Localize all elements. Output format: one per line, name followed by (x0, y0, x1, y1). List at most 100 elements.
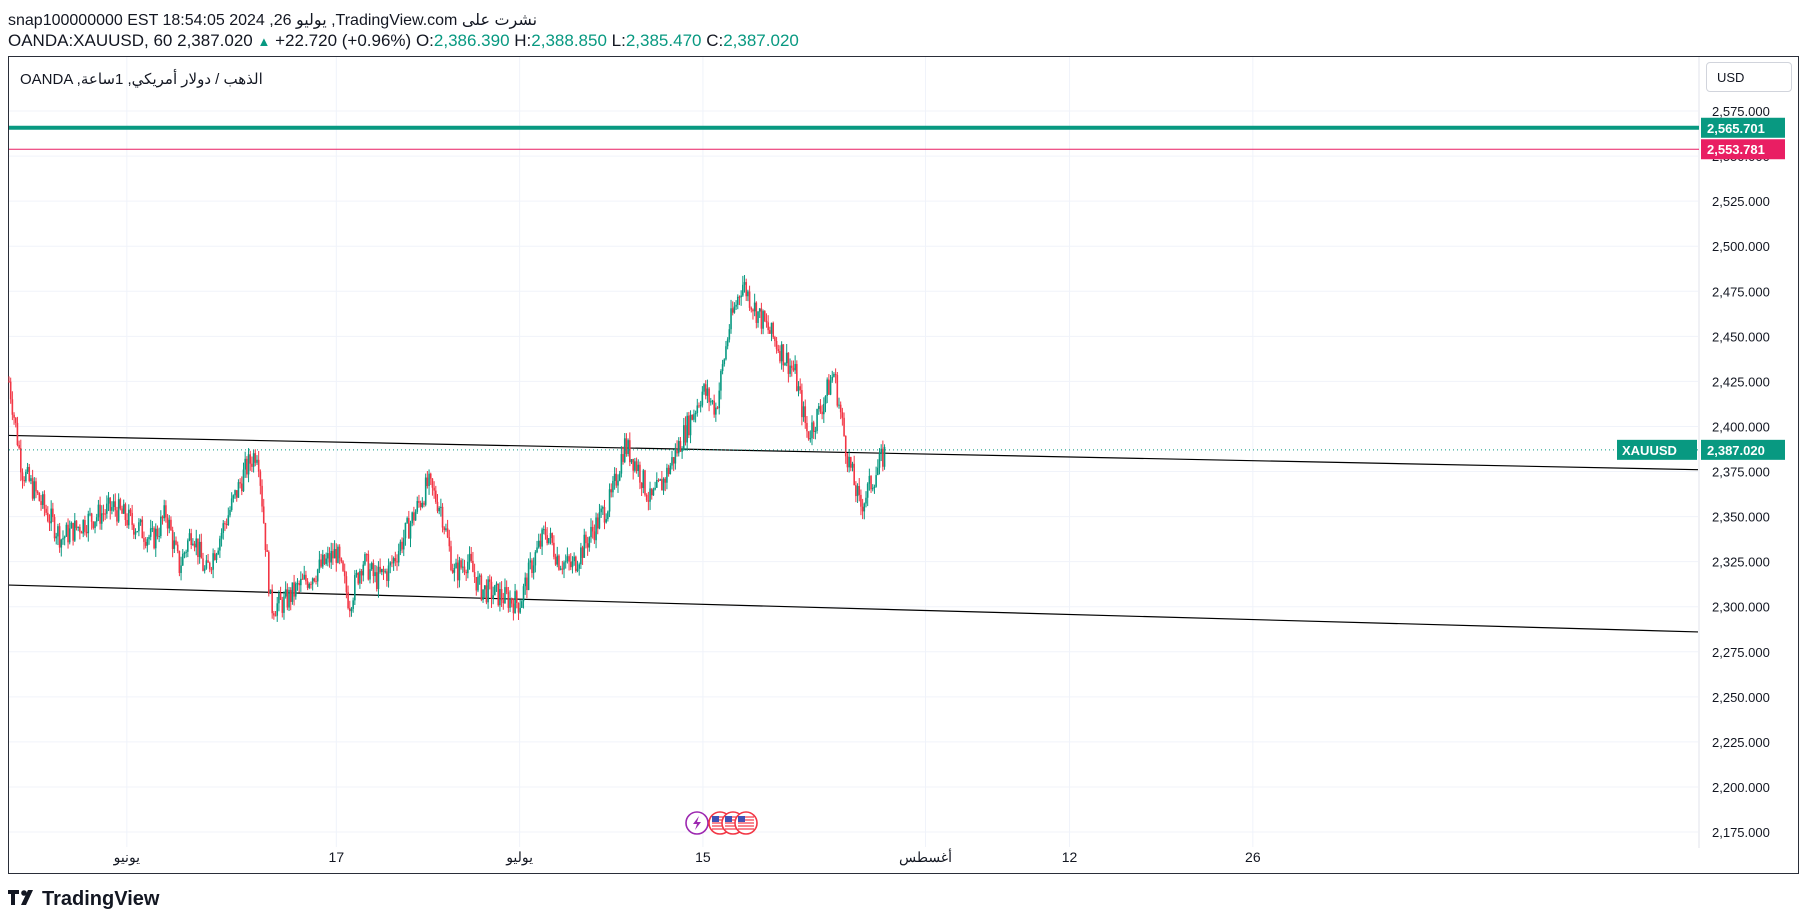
candle-body (11, 399, 14, 415)
candle-body (100, 513, 103, 524)
candle-body (782, 344, 785, 366)
price-tick-label: 2,175.000 (1712, 825, 1770, 840)
candle-body (704, 384, 707, 396)
close-label: C: (706, 31, 724, 50)
candle-body (396, 561, 398, 563)
candle-body (473, 572, 476, 578)
candle-body (860, 494, 862, 507)
candle-body (239, 482, 241, 484)
candle-body (153, 528, 155, 549)
candle-body (325, 558, 327, 564)
candle-body (160, 516, 162, 536)
candle-body (802, 406, 805, 418)
candle-body (418, 501, 420, 503)
candle-body (48, 521, 51, 524)
candle-body (662, 478, 665, 491)
candle-body (359, 571, 361, 584)
candle-body (448, 537, 451, 547)
price-tick-label: 2,425.000 (1712, 374, 1770, 389)
chart-frame[interactable] (8, 56, 1799, 874)
time-tick-label: يوليو (505, 849, 533, 866)
candle-body (844, 435, 847, 457)
candle-body (343, 570, 346, 577)
candle-body (357, 572, 360, 584)
candle-body (165, 505, 167, 518)
candle-body (836, 375, 839, 406)
candle-body (305, 574, 307, 582)
candle-body (387, 565, 390, 581)
candle-body (313, 578, 316, 581)
candle-body (257, 459, 260, 472)
candle-body (348, 608, 351, 612)
candle-body (731, 308, 734, 313)
candle-body (25, 471, 27, 482)
candle-body (234, 490, 236, 496)
candle-body (192, 543, 194, 545)
candle-body (365, 554, 368, 556)
candle-body (769, 330, 771, 334)
candle-body (801, 390, 803, 418)
candle-body (699, 405, 702, 407)
candle-body (499, 589, 501, 606)
candle-body (532, 565, 535, 574)
candle-body (308, 583, 311, 588)
candle-body (127, 509, 130, 526)
candle-body (138, 522, 140, 532)
candle-body (235, 490, 238, 498)
candle-body (812, 422, 815, 432)
candle-body (441, 506, 444, 528)
candle-body (70, 522, 73, 529)
candle-body (251, 463, 253, 467)
candle-body (883, 446, 886, 467)
candle-body (500, 589, 503, 601)
price-change: +22.720 (+0.96%) (275, 31, 412, 50)
candle-body (738, 296, 741, 298)
candle-body (36, 491, 39, 494)
candle-body (627, 440, 629, 454)
currency-button[interactable]: USD (1706, 62, 1792, 92)
candle-body (591, 526, 594, 532)
candle-body (472, 560, 474, 573)
tradingview-logo[interactable]: TradingView (8, 888, 159, 911)
candle-body (335, 549, 338, 563)
candle-body (291, 582, 294, 602)
candle-body (556, 555, 559, 565)
symbol-name[interactable]: OANDA:XAUUSD, 60 (8, 31, 173, 50)
candle-body (401, 541, 403, 550)
candle-body (406, 518, 408, 523)
candle-body (745, 282, 748, 297)
candle-body (784, 363, 786, 366)
candle-body (173, 540, 176, 549)
candle-body (677, 440, 680, 454)
candle-body (301, 578, 304, 580)
candle-body (851, 463, 854, 468)
candle-body (161, 516, 164, 519)
candle-body (446, 528, 449, 538)
candle-body (671, 457, 673, 466)
tradingview-logo-text: TradingView (42, 888, 160, 910)
candle-body (224, 523, 226, 525)
candle-body (321, 554, 324, 567)
candle-body (332, 550, 334, 559)
candle-body (114, 501, 117, 511)
candle-body (548, 538, 550, 544)
candle-body (635, 461, 638, 472)
candle-body (642, 470, 645, 489)
candle-body (645, 494, 648, 501)
candle-body (190, 533, 192, 545)
candle-body (743, 282, 746, 285)
candle-body (522, 586, 525, 602)
candle-body (661, 479, 663, 491)
candle-body (804, 406, 807, 423)
time-tick-label: 26 (1245, 849, 1261, 865)
price-tick-label: 2,325.000 (1712, 555, 1770, 570)
candle-body (681, 450, 683, 452)
candle-body (323, 554, 326, 564)
candle-body (558, 555, 560, 570)
candle-body (553, 542, 555, 557)
candle-body (839, 404, 842, 413)
candle-body (337, 546, 339, 563)
candle-body (264, 522, 267, 551)
candle-body (436, 501, 439, 512)
